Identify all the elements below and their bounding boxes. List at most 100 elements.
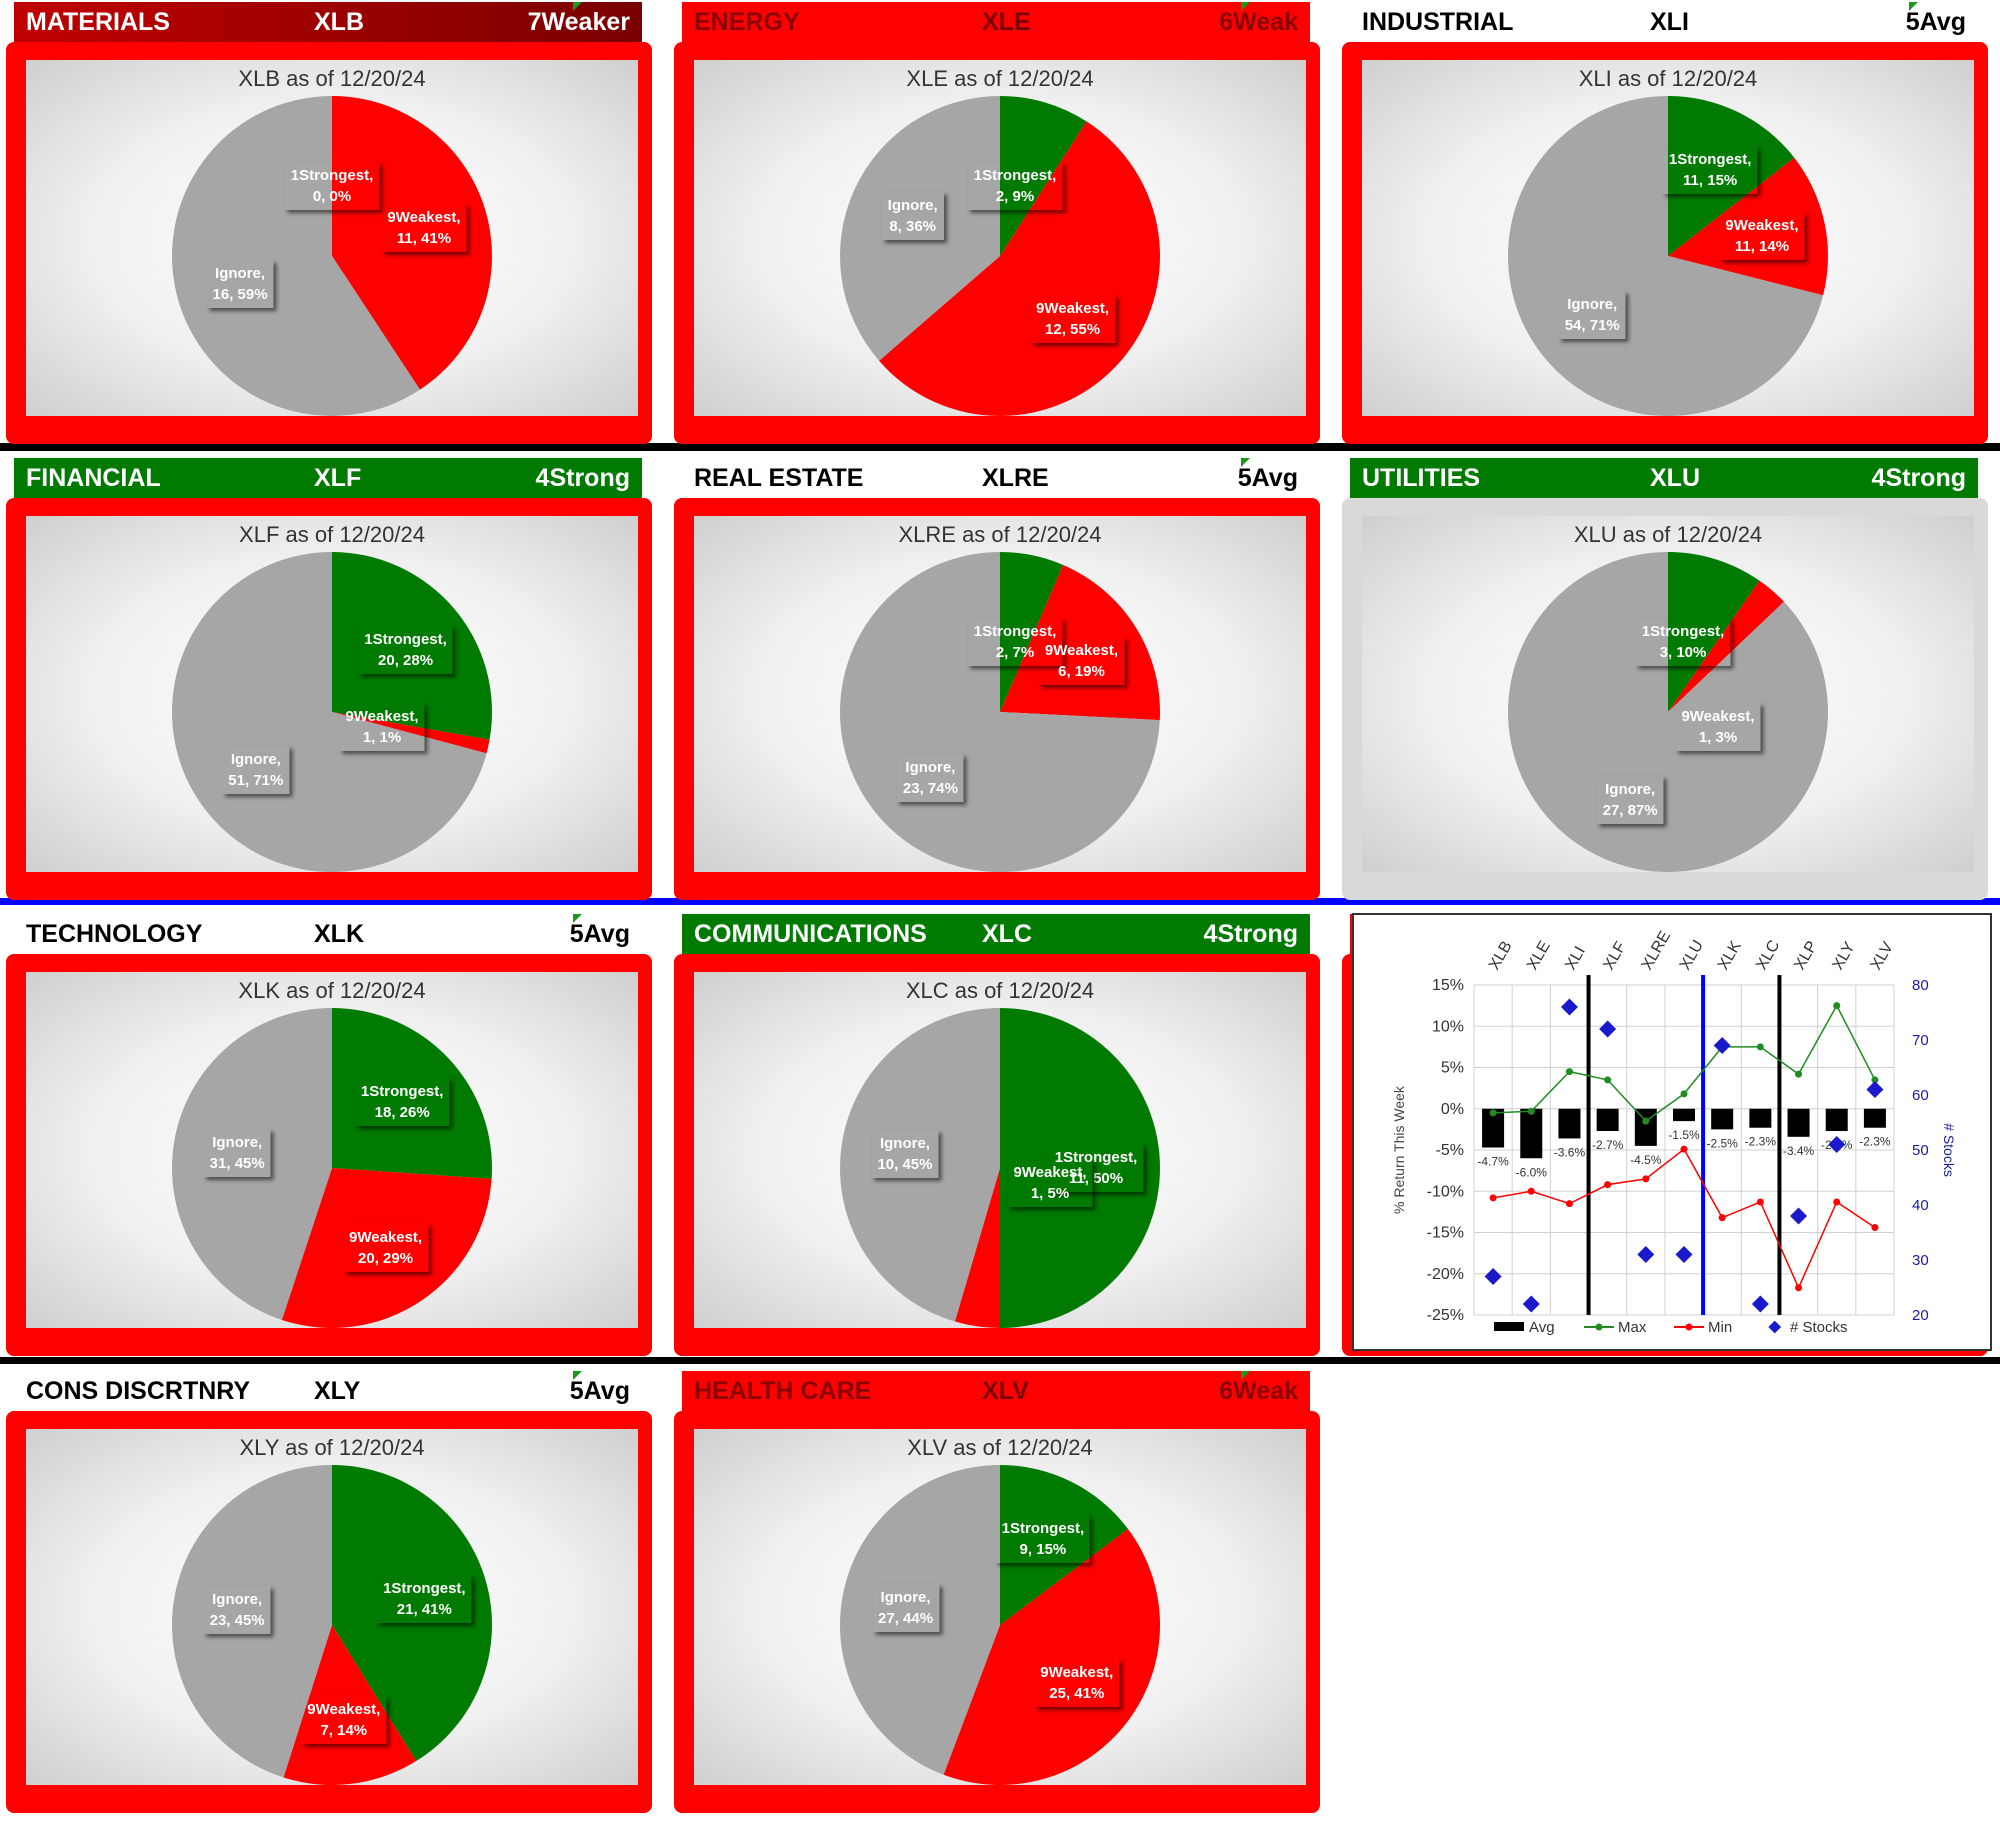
data-label-value: 11, 50%	[1068, 1170, 1124, 1187]
chart-title: XLY as of 12/20/24	[239, 1435, 425, 1460]
chart-title: XLV as of 12/20/24	[907, 1435, 1093, 1460]
line-max-point	[1604, 1076, 1612, 1084]
pie-chart-xli: XLI as of 12/20/24 1Strongest, 11, 15% 9Wea…	[1362, 60, 1974, 416]
data-label-strong: 1Strongest, 18, 26%	[355, 1078, 450, 1126]
legend-min-marker	[1685, 1323, 1693, 1331]
data-label-ignore: Ignore, 27, 87%	[1597, 776, 1664, 824]
y-axis-title: % Return This Week	[1391, 1085, 1407, 1214]
data-label-ignore: Ignore, 23, 74%	[897, 754, 964, 802]
sector-header-xlc: COMMUNICATIONS XLC 4Strong	[682, 914, 1310, 954]
y-tick-label: -25%	[1427, 1307, 1464, 1324]
sector-ticker: XLF	[314, 463, 362, 492]
bar-avg	[1634, 1108, 1657, 1146]
data-label-ignore: Ignore, 10, 45%	[871, 1130, 938, 1178]
data-label-value: 7, 14%	[320, 1722, 368, 1740]
data-label-weak: 9Weakest, 25, 41%	[1034, 1659, 1119, 1707]
sector-rank: 4Strong	[1203, 919, 1298, 948]
sector-name: UTILITIES	[1362, 463, 1481, 492]
line-min-point	[1756, 1198, 1764, 1206]
data-label-value: 9, 15%	[1019, 1541, 1067, 1559]
data-label-category: Ignore,	[880, 1588, 931, 1606]
pie-svg	[171, 96, 492, 416]
line-max-point	[1565, 1068, 1573, 1076]
y-tick-label: 0%	[1441, 1101, 1464, 1118]
data-label-strong: 1Strongest, 11, 50%	[1049, 1144, 1144, 1192]
data-label-ignore: Ignore, 51, 71%	[222, 746, 289, 794]
flag-marker-icon	[1241, 1371, 1250, 1380]
data-label-value: 18, 26%	[374, 1104, 430, 1122]
pie-slice-strong	[1000, 96, 1087, 256]
sector-ticker: XLU	[1650, 463, 1700, 492]
pie-chart-xlv: XLV as of 12/20/24 1Strongest, 9, 15% 9Weak…	[694, 1429, 1306, 1785]
data-label-category: Ignore,	[1605, 781, 1656, 799]
data-label-weak: 9Weakest, 7, 14%	[301, 1696, 386, 1744]
pie-svg	[840, 1465, 1160, 1785]
line-min-point	[1565, 1200, 1573, 1208]
y-tick-label: -15%	[1427, 1225, 1464, 1242]
line-min-point	[1680, 1145, 1688, 1153]
data-label-category: 9Weakest,	[1725, 217, 1799, 235]
data-label-weak: 9Weakest, 11, 14%	[1719, 212, 1804, 260]
scatter-stocks-point	[1713, 1037, 1731, 1054]
pie-slice-weak	[1668, 580, 1784, 712]
pie-slice-strong	[1000, 552, 1064, 712]
pie-chart-xlre: XLRE as of 12/20/24 1Strongest, 2, 7% 9Weak…	[694, 516, 1306, 872]
chart-title: XLF as of 12/20/24	[239, 522, 425, 547]
data-label-value: 2, 7%	[995, 644, 1035, 661]
pie-slice-weak	[1668, 157, 1828, 296]
bar-avg	[1863, 1108, 1886, 1128]
y-tick-label: 15%	[1432, 977, 1464, 994]
data-label-category: 9Weakest,	[307, 1701, 381, 1719]
data-label-category: 1Strongest,	[973, 167, 1057, 184]
data-label-strong: 1Strongest, 2, 9%	[968, 162, 1063, 210]
data-label-weak: 9Weakest, 1, 3%	[1675, 703, 1760, 751]
data-label-value: 11, 14%	[1734, 238, 1790, 256]
bar-data-label: -6.0%	[1516, 1165, 1548, 1179]
scatter-stocks-point	[1560, 998, 1578, 1016]
pie-slice-weak	[943, 1528, 1160, 1785]
data-label-strong: 1Strongest, 20, 28%	[358, 626, 453, 674]
bar-avg	[1749, 1108, 1772, 1128]
scatter-stocks-point	[1484, 1268, 1502, 1285]
pie-slice-ignore	[840, 96, 1000, 361]
data-label-category: Ignore,	[230, 751, 281, 769]
pie-svg	[172, 552, 492, 872]
bar-data-label: -2.5%	[1707, 1136, 1739, 1150]
pie-slice-weak	[954, 1168, 1000, 1328]
scatter-stocks-point	[1675, 1246, 1693, 1263]
x-tick-label: XLB	[1486, 938, 1516, 973]
data-label-ignore: Ignore, 23, 45%	[204, 1586, 271, 1634]
data-label-category: 1Strongest,	[1054, 1149, 1138, 1166]
chart-title: XLI as of 12/20/24	[1578, 66, 1758, 91]
sector-ticker: XLY	[314, 1376, 361, 1405]
y-tick-label: 5%	[1441, 1060, 1464, 1077]
data-label-category: Ignore,	[212, 1133, 263, 1151]
bar-data-label: -3.4%	[1783, 1144, 1815, 1158]
pie-svg	[1508, 96, 1828, 416]
sector-rank: 6Weak	[1219, 7, 1298, 36]
pie-slice-ignore	[840, 1008, 1000, 1322]
pie-svg	[840, 1008, 1160, 1328]
data-label-value: 8, 36%	[889, 218, 937, 236]
flag-marker-icon	[1241, 458, 1250, 467]
flag-marker-icon	[573, 914, 582, 923]
line-max-point	[1489, 1109, 1497, 1117]
data-label-value: 25, 41%	[1049, 1684, 1105, 1702]
chart-title: XLU as of 12/20/24	[1573, 522, 1763, 547]
pie-slice-ignore	[172, 552, 487, 872]
pie-slice-ignore	[1508, 552, 1828, 872]
x-tick-label: XLU	[1677, 938, 1707, 973]
data-label-value: 21, 41%	[396, 1600, 452, 1618]
data-label-category: 9Weakest,	[1035, 299, 1110, 317]
data-label-value: 3, 10%	[1659, 644, 1707, 661]
data-label-value: 31, 45%	[209, 1154, 265, 1172]
line-min-point	[1871, 1224, 1879, 1232]
data-label-value: 51, 71%	[228, 772, 284, 790]
sector-name: HEALTH CARE	[694, 1376, 872, 1405]
row-separator	[0, 1357, 2000, 1364]
data-label-strong: 1Strongest, 9, 15%	[996, 1515, 1091, 1563]
chart-title: XLB as of 12/20/24	[238, 66, 426, 91]
flag-marker-icon	[1241, 2, 1250, 11]
bar-data-label: -4.7%	[1477, 1155, 1509, 1169]
sector-name: CONS DISCRTNRY	[26, 1376, 251, 1405]
